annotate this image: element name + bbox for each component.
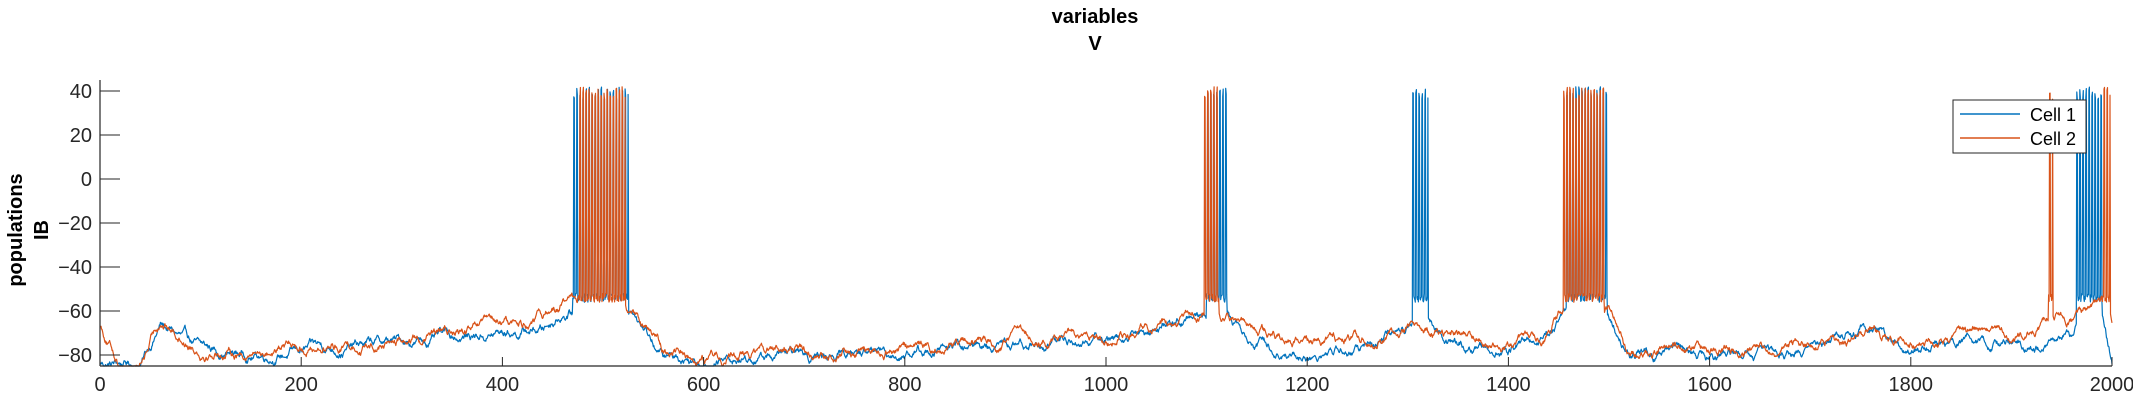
- y-axis-label: populations IB: [5, 173, 53, 286]
- legend-box: [1952, 99, 2087, 154]
- chart-title-line-2: V: [1088, 33, 1102, 55]
- x-tick-label: 1600: [1687, 374, 1732, 396]
- y-tick-label: −20: [58, 213, 92, 235]
- y-axis-label-line-1: populations: [5, 173, 27, 286]
- x-tick-label: 1400: [1486, 374, 1531, 396]
- plot-area: [99, 86, 2113, 367]
- x-tick-label: 800: [888, 374, 921, 396]
- y-tick-label: −60: [58, 301, 92, 323]
- x-tick-label: 400: [486, 374, 519, 396]
- x-tick-label: 0: [94, 374, 105, 396]
- y-tick-label: 40: [70, 81, 92, 103]
- x-tick-label: 200: [285, 374, 318, 396]
- x-tick-label: 1200: [1285, 374, 1330, 396]
- series-line-cell-1: [99, 86, 2113, 367]
- x-tick-label: 1000: [1084, 374, 1129, 396]
- legend: Cell 1 Cell 2: [1952, 99, 2087, 154]
- x-tick-label: 600: [687, 374, 720, 396]
- series-line-cell-2: [99, 86, 2113, 367]
- y-tick-label: 0: [81, 169, 92, 191]
- y-tick-label: −40: [58, 257, 92, 279]
- legend-label-cell-2: Cell 2: [2030, 129, 2076, 149]
- y-tick-label: 20: [70, 125, 92, 147]
- legend-label-cell-1: Cell 1: [2030, 105, 2076, 125]
- y-axis: −80 −60 −40 −20 0 20 40: [58, 80, 120, 367]
- y-axis-label-line-2: IB: [31, 220, 53, 240]
- y-tick-label: −80: [58, 345, 92, 367]
- chart-title-line-1: variables: [1052, 6, 1139, 28]
- x-axis: 0 200 400 600 800 1000 1200 1400 1600 1800 2000: [94, 357, 2133, 396]
- x-tick-label: 2000: [2090, 374, 2133, 396]
- x-tick-label: 1800: [1889, 374, 1934, 396]
- chart-title: variables V: [1052, 6, 1139, 55]
